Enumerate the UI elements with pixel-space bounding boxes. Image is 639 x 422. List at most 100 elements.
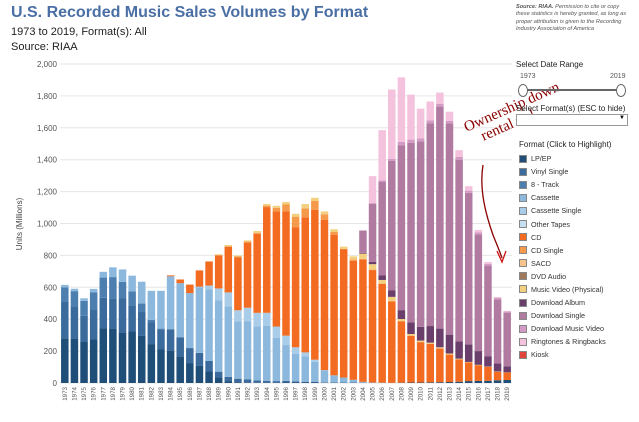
- bar-segment[interactable]: [214, 288, 223, 301]
- bar-segment[interactable]: [195, 365, 204, 383]
- bar-segment[interactable]: [339, 246, 348, 249]
- bar-segment[interactable]: [224, 245, 233, 247]
- bar-segment[interactable]: [368, 261, 377, 265]
- bar-segment[interactable]: [445, 354, 454, 383]
- bar-segment[interactable]: [359, 230, 367, 253]
- bar-segment[interactable]: [291, 213, 300, 217]
- bar-segment[interactable]: [272, 207, 281, 212]
- bar-segment[interactable]: [330, 375, 338, 383]
- bar-segment[interactable]: [61, 338, 69, 383]
- bar-segment[interactable]: [253, 231, 261, 233]
- bar-segment[interactable]: [445, 120, 454, 124]
- bar-segment[interactable]: [436, 328, 444, 348]
- bar-segment[interactable]: [311, 201, 319, 210]
- bar-segment[interactable]: [195, 270, 204, 287]
- legend-item[interactable]: Download Music Video: [519, 322, 637, 335]
- legend-item[interactable]: DVD Audio: [519, 270, 637, 283]
- bar-segment[interactable]: [436, 348, 444, 383]
- bar-segment[interactable]: [397, 319, 406, 322]
- bar-segment[interactable]: [282, 204, 290, 212]
- bar-segment[interactable]: [464, 344, 473, 362]
- bar-segment[interactable]: [89, 292, 98, 310]
- bar-segment[interactable]: [474, 229, 483, 233]
- bar-segment[interactable]: [301, 217, 309, 353]
- bar-segment[interactable]: [368, 176, 377, 204]
- bar-segment[interactable]: [224, 306, 233, 377]
- bar-segment[interactable]: [99, 277, 108, 298]
- bar-segment[interactable]: [224, 376, 233, 382]
- bar-segment[interactable]: [474, 234, 483, 352]
- bar-segment[interactable]: [234, 378, 242, 383]
- bar-segment[interactable]: [349, 256, 358, 260]
- bar-segment[interactable]: [503, 312, 511, 367]
- bar-segment[interactable]: [464, 381, 473, 383]
- bar-segment[interactable]: [339, 249, 348, 378]
- legend-item[interactable]: CD: [519, 231, 637, 244]
- bar-segment[interactable]: [224, 292, 233, 307]
- bar-segment[interactable]: [407, 322, 415, 335]
- bar-segment[interactable]: [147, 290, 156, 320]
- bar-segment[interactable]: [205, 261, 213, 286]
- bar-segment[interactable]: [253, 380, 261, 383]
- bar-segment[interactable]: [166, 350, 175, 383]
- bar-segment[interactable]: [214, 300, 223, 372]
- bar-segment[interactable]: [464, 186, 473, 191]
- bar-segment[interactable]: [109, 267, 117, 278]
- bar-segment[interactable]: [234, 310, 242, 322]
- bar-segment[interactable]: [426, 101, 435, 121]
- bar-segment[interactable]: [234, 257, 242, 311]
- bar-segment[interactable]: [263, 207, 271, 313]
- bar-segment[interactable]: [455, 156, 463, 160]
- legend-item[interactable]: LP/EP: [519, 152, 637, 165]
- bar-segment[interactable]: [368, 270, 377, 383]
- bar-segment[interactable]: [109, 328, 117, 383]
- bar-segment[interactable]: [436, 382, 444, 383]
- bar-segment[interactable]: [128, 275, 136, 292]
- bar-segment[interactable]: [214, 377, 223, 383]
- bar-segment[interactable]: [147, 322, 156, 345]
- bar-segment[interactable]: [224, 246, 233, 293]
- bar-segment[interactable]: [339, 377, 348, 383]
- bar-segment[interactable]: [503, 311, 511, 313]
- bar-segment[interactable]: [388, 160, 396, 291]
- bar-segment[interactable]: [147, 319, 156, 323]
- bar-segment[interactable]: [330, 229, 338, 232]
- bar-segment[interactable]: [311, 197, 319, 202]
- bar-segment[interactable]: [186, 284, 194, 294]
- bar-segment[interactable]: [320, 214, 329, 220]
- bar-segment[interactable]: [80, 298, 88, 301]
- bar-segment[interactable]: [378, 182, 386, 276]
- bar-segment[interactable]: [147, 344, 156, 383]
- bar-segment[interactable]: [368, 203, 377, 262]
- bar-segment[interactable]: [378, 180, 386, 183]
- bar-segment[interactable]: [397, 142, 406, 146]
- bar-segment[interactable]: [253, 233, 261, 313]
- bar-segment[interactable]: [234, 255, 242, 257]
- legend-item[interactable]: CD Single: [519, 244, 637, 257]
- bar-segment[interactable]: [416, 141, 425, 327]
- bar-segment[interactable]: [503, 372, 511, 380]
- bar-segment[interactable]: [118, 298, 127, 333]
- bar-segment[interactable]: [301, 208, 309, 218]
- bar-segment[interactable]: [137, 303, 146, 312]
- bar-segment[interactable]: [291, 381, 300, 383]
- bar-segment[interactable]: [166, 329, 175, 351]
- bar-segment[interactable]: [282, 335, 290, 346]
- bar-segment[interactable]: [493, 297, 502, 298]
- bar-segment[interactable]: [426, 382, 435, 383]
- bar-segment[interactable]: [176, 283, 184, 338]
- bar-segment[interactable]: [436, 347, 444, 349]
- bar-segment[interactable]: [137, 335, 146, 383]
- bar-segment[interactable]: [445, 353, 454, 355]
- bar-segment[interactable]: [205, 285, 213, 290]
- bar-segment[interactable]: [301, 352, 309, 357]
- bar-segment[interactable]: [128, 331, 136, 383]
- bar-segment[interactable]: [464, 192, 473, 345]
- bar-segment[interactable]: [89, 309, 98, 340]
- bar-segment[interactable]: [339, 248, 348, 250]
- bar-segment[interactable]: [407, 139, 415, 143]
- bar-segment[interactable]: [349, 379, 358, 383]
- bar-segment[interactable]: [436, 106, 444, 329]
- bar-segment[interactable]: [464, 362, 473, 382]
- bar-segment[interactable]: [330, 231, 338, 235]
